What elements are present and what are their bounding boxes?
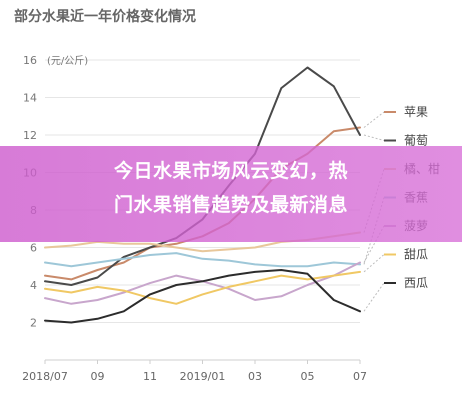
legend-leader <box>363 111 385 128</box>
series-line-6 <box>44 269 361 324</box>
x-tick-label: 05 <box>301 370 315 383</box>
x-tick-label: 09 <box>91 370 105 383</box>
y-tick-label: 14 <box>23 92 37 105</box>
headline-text: 今日水果市场风云变幻，热 门水果销售趋势及最新消息 <box>0 154 462 222</box>
chart-title: 部分水果近一年价格变化情况 <box>14 9 196 25</box>
x-tick-label: 2019/01 <box>180 370 226 383</box>
y-tick-label: 12 <box>23 129 37 142</box>
legend-leader <box>363 225 385 263</box>
legend-label: 葡萄 <box>404 134 428 148</box>
headline-line-1: 今日水果市场风云变幻，热 <box>113 160 348 182</box>
y-axis-label: (元/公斤) <box>47 55 88 67</box>
x-tick-label: 2018/07 <box>22 370 68 383</box>
x-tick-label: 03 <box>248 370 262 383</box>
x-tick-label: 07 <box>353 370 367 383</box>
legend-label: 苹果 <box>404 105 428 119</box>
series-line-4 <box>44 261 361 305</box>
headline-banner <box>0 146 462 242</box>
legend-label: 甜瓜 <box>404 248 428 262</box>
series-line-5 <box>44 270 361 305</box>
series-line-3 <box>44 252 361 268</box>
y-tick-label: 2 <box>30 317 37 330</box>
x-tick-label: 11 <box>143 370 157 383</box>
legend-leader <box>363 134 385 141</box>
headline-line-2: 门水果销售趋势及最新消息 <box>113 194 348 216</box>
legend-leader <box>363 254 385 273</box>
y-tick-label: 6 <box>30 242 37 255</box>
y-tick-label: 4 <box>30 279 37 292</box>
legend-leader <box>363 282 385 312</box>
legend-label: 西瓜 <box>404 276 428 290</box>
y-tick-label: 16 <box>23 54 37 67</box>
